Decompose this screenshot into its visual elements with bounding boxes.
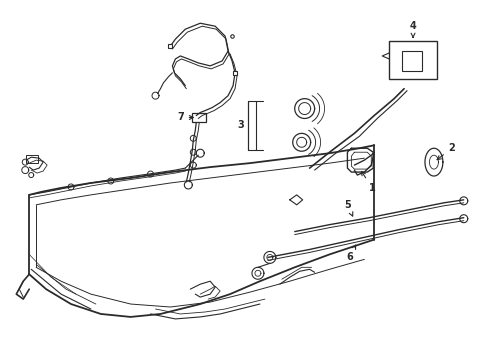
Text: 2: 2 <box>437 143 455 160</box>
Text: 7: 7 <box>177 112 193 122</box>
Text: 5: 5 <box>344 200 353 216</box>
Text: 3: 3 <box>237 121 244 130</box>
Text: 1: 1 <box>362 171 376 193</box>
Bar <box>192 113 206 122</box>
Bar <box>389 41 437 79</box>
Bar <box>26 155 38 163</box>
Polygon shape <box>460 215 468 223</box>
Bar <box>402 51 422 71</box>
Text: 6: 6 <box>346 245 356 262</box>
Text: 4: 4 <box>410 21 416 37</box>
Polygon shape <box>460 197 468 205</box>
